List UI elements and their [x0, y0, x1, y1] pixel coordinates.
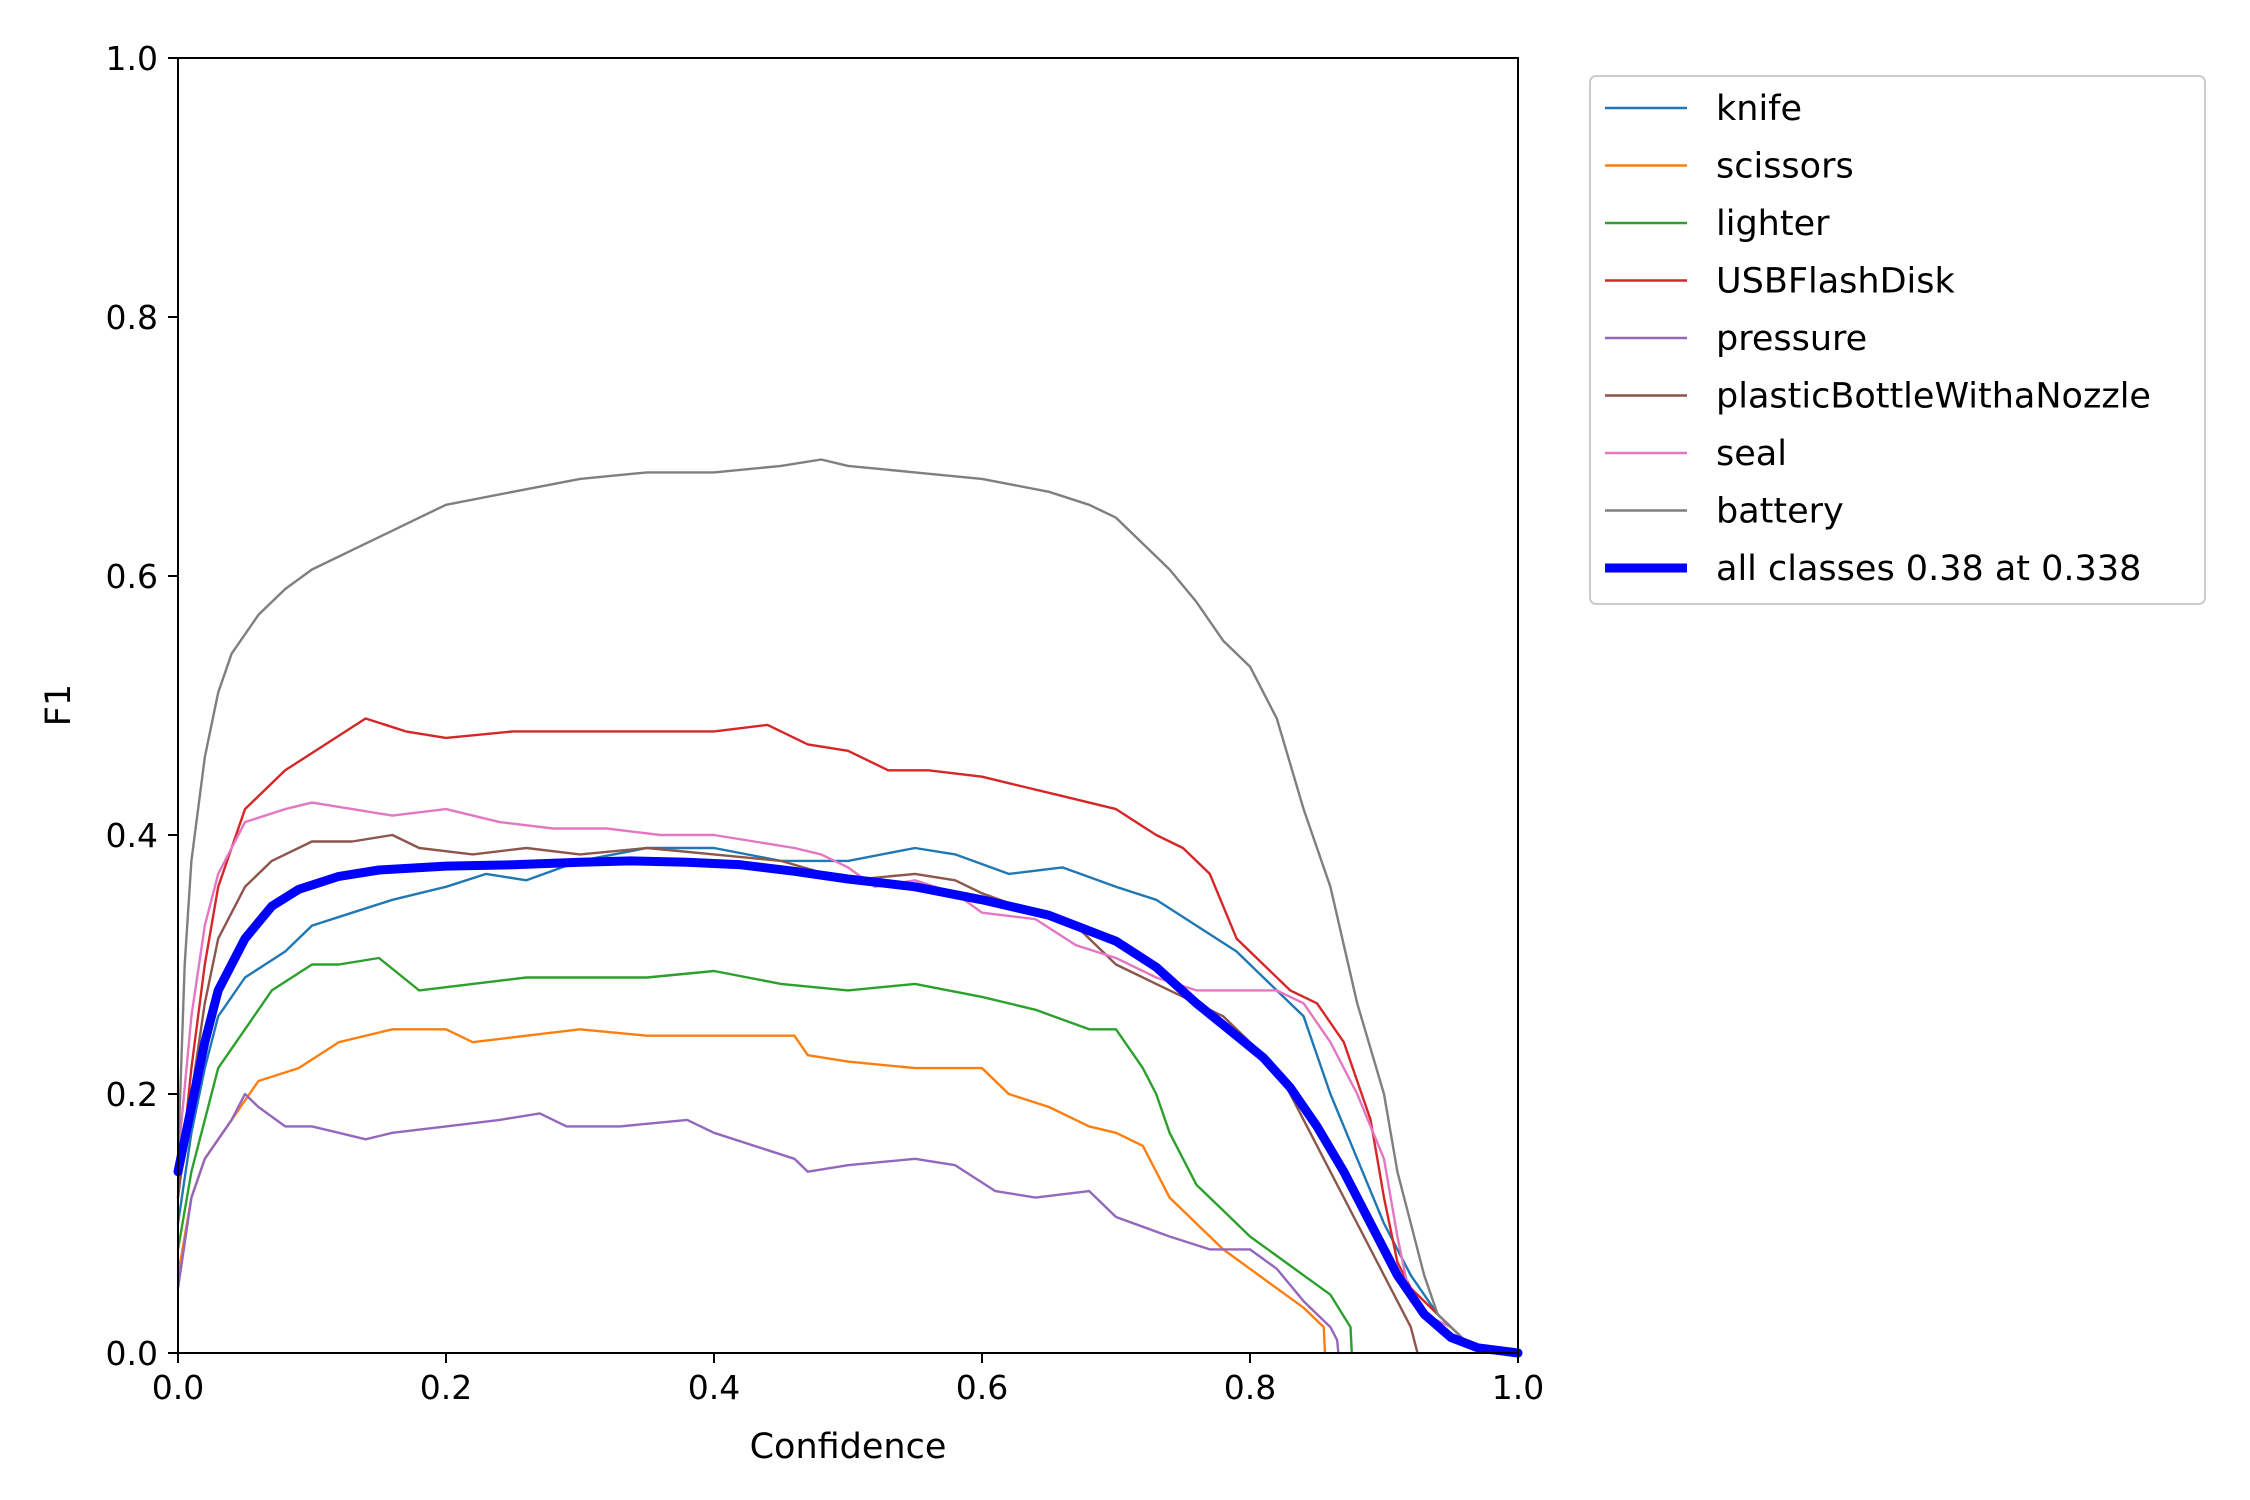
legend-label-scissors: scissors: [1716, 147, 1854, 187]
series-line-seal: [176, 801, 1466, 1342]
x-tick-label: 0.8: [1224, 1368, 1276, 1407]
plot-frame: [177, 57, 1519, 1354]
series-line-all-classes-0-38-at-0-338: [173, 856, 1523, 1358]
y-tick-label: 0.4: [106, 816, 158, 855]
y-axis-label: F1: [39, 684, 79, 726]
series-line-lighter: [176, 956, 1353, 1355]
legend-label-all-classes-0-38-at-0-338: all classes 0.38 at 0.338: [1716, 549, 2141, 589]
y-tick-label: 0.6: [106, 557, 158, 596]
legend-frame: [1589, 75, 2206, 605]
y-tick-label: 0.8: [106, 298, 158, 337]
series-line-usbflashdisk: [176, 717, 1493, 1355]
legend-label-lighter: lighter: [1716, 204, 1830, 244]
x-tick-label: 0.2: [420, 1368, 472, 1407]
series-line-battery: [176, 458, 1493, 1355]
y-tick-label: 0.0: [106, 1334, 158, 1373]
x-tick-label: 0.0: [152, 1368, 204, 1407]
legend: knife scissors lighter USBFlashDisk pressure…: [1589, 75, 2206, 605]
x-tick-label: 0.4: [688, 1368, 740, 1407]
series-line-pressure: [176, 1092, 1340, 1355]
x-axis: 0.0 0.2 0.4 0.6 0.8 1.0: [152, 1353, 1544, 1407]
legend-label-battery: battery: [1716, 492, 1844, 532]
legend-label-plasticbottlewithanozzle: plasticBottleWithaNozzle: [1716, 377, 2151, 417]
legend-label-seal: seal: [1716, 434, 1787, 474]
series-line-scissors: [176, 1028, 1327, 1355]
series-line-knife: [176, 846, 1493, 1355]
legend-label-usbflashdisk: USBFlashDisk: [1716, 262, 1955, 302]
series-line-plasticbottlewithanozzle: [176, 833, 1419, 1355]
y-tick-label: 0.2: [106, 1075, 158, 1114]
y-tick-label: 1.0: [106, 39, 158, 78]
series-layer: [173, 458, 1523, 1358]
x-tick-label: 1.0: [1492, 1368, 1544, 1407]
legend-label-pressure: pressure: [1716, 319, 1867, 359]
x-axis-label: Confidence: [750, 1427, 947, 1467]
x-tick-label: 0.6: [956, 1368, 1008, 1407]
y-axis: 0.0 0.2 0.4 0.6 0.8 1.0: [106, 39, 178, 1373]
legend-label-knife: knife: [1716, 89, 1802, 129]
